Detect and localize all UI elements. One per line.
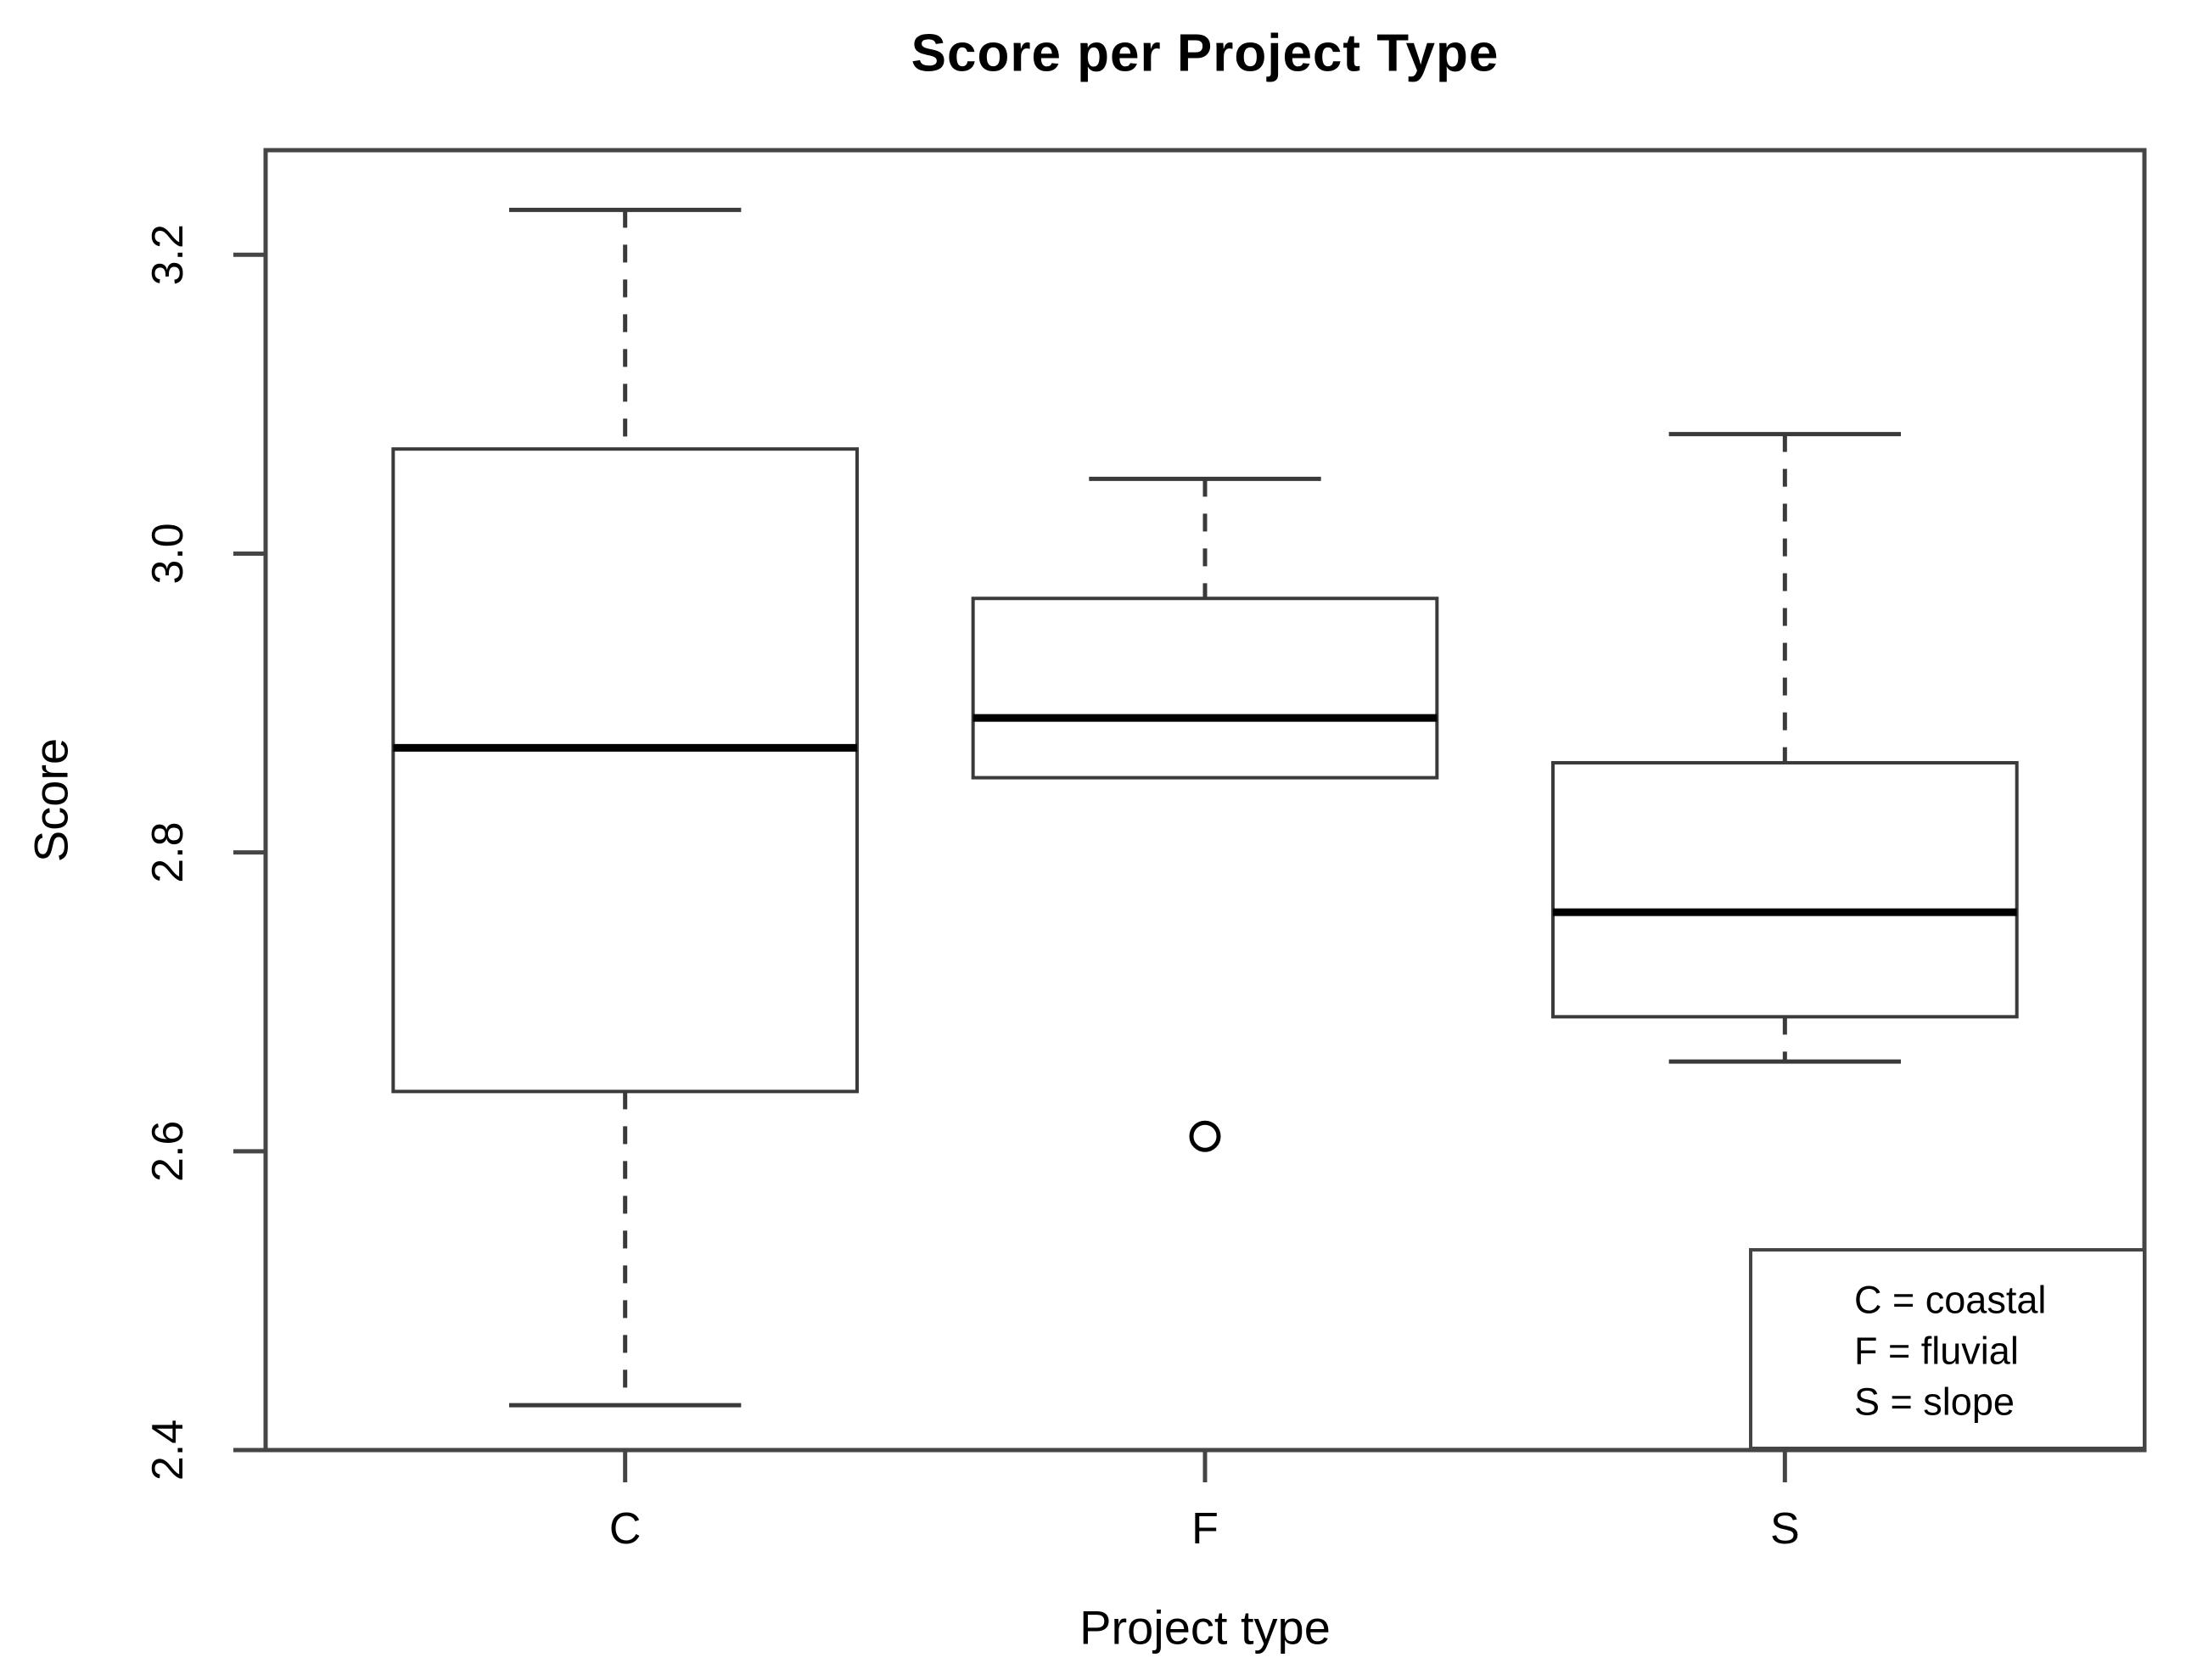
legend: C = coastal F = fluvial S = slope: [1749, 1248, 2146, 1450]
iqr-box-C: [391, 447, 860, 1094]
y-axis-label: Score: [25, 738, 78, 862]
iqr-box-F: [971, 596, 1439, 780]
legend-entry-1: F = fluvial: [1854, 1330, 2019, 1373]
box-group-C: [391, 207, 860, 1408]
x-axis-label: Project type: [1079, 1601, 1331, 1655]
chart-title: Score per Project Type: [911, 25, 1499, 83]
legend-entry-2: S = slope: [1854, 1380, 2015, 1424]
y-tick-label: 2.4: [143, 1420, 193, 1481]
box-group-F: [971, 476, 1439, 1152]
box-group-S: [1551, 432, 2019, 1064]
x-tick-label-F: F: [1191, 1504, 1219, 1554]
y-axis-ticks: 2.4 2.6 2.8 3.0 3.2: [143, 224, 266, 1481]
x-tick-label-C: C: [609, 1504, 642, 1554]
outlier-point-F: [1189, 1120, 1221, 1152]
iqr-box-S: [1551, 760, 2019, 1019]
y-tick-label: 2.8: [143, 821, 193, 882]
y-tick-label: 2.6: [143, 1121, 193, 1182]
x-tick-label-S: S: [1770, 1504, 1800, 1554]
y-tick-label: 3.0: [143, 523, 193, 584]
boxplot-boxes: [391, 207, 2019, 1408]
legend-frame: [1749, 1248, 2146, 1450]
y-tick-label: 3.2: [143, 224, 193, 285]
legend-entry-0: C = coastal: [1854, 1279, 2046, 1322]
